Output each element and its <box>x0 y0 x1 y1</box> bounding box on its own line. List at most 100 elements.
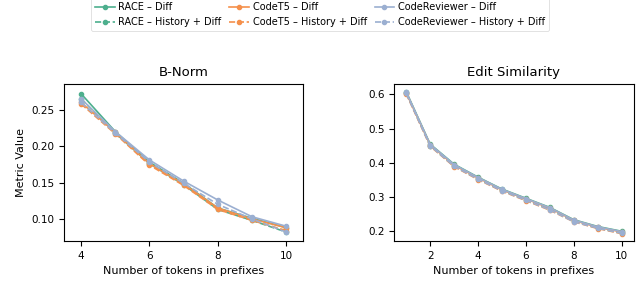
CodeT5 – History + Diff <box>618 232 625 235</box>
RACE – Diff <box>498 187 506 191</box>
CodeReviewer – Diff <box>214 198 221 202</box>
Line: CodeT5 – History + Diff: CodeT5 – History + Diff <box>79 102 288 233</box>
CodeReviewer – History + Diff <box>474 177 482 181</box>
CodeT5 – Diff <box>146 162 154 166</box>
RACE – Diff <box>522 197 530 200</box>
CodeReviewer – Diff <box>546 206 554 209</box>
RACE – Diff <box>451 163 458 166</box>
CodeReviewer – History + Diff <box>77 101 85 104</box>
RACE – History + Diff <box>403 91 410 95</box>
CodeReviewer – History + Diff <box>403 92 410 95</box>
RACE – Diff <box>570 218 578 222</box>
CodeReviewer – History + Diff <box>451 164 458 168</box>
CodeT5 – Diff <box>426 143 434 147</box>
CodeT5 – Diff <box>474 176 482 180</box>
CodeT5 – History + Diff <box>474 178 482 182</box>
CodeReviewer – Diff <box>570 218 578 222</box>
CodeT5 – Diff <box>618 230 625 234</box>
CodeT5 – History + Diff <box>214 208 221 211</box>
RACE – History + Diff <box>498 189 506 192</box>
Line: CodeT5 – Diff: CodeT5 – Diff <box>404 91 624 234</box>
RACE – Diff <box>594 225 602 228</box>
CodeReviewer – History + Diff <box>248 217 256 221</box>
CodeReviewer – History + Diff <box>426 144 434 148</box>
Line: CodeReviewer – Diff: CodeReviewer – Diff <box>79 97 288 228</box>
RACE – History + Diff <box>451 164 458 168</box>
CodeT5 – History + Diff <box>426 144 434 148</box>
X-axis label: Number of tokens in prefixes: Number of tokens in prefixes <box>433 266 595 276</box>
RACE – Diff <box>426 142 434 146</box>
CodeReviewer – History + Diff <box>546 208 554 212</box>
CodeT5 – History + Diff <box>594 227 602 230</box>
RACE – History + Diff <box>474 177 482 181</box>
CodeT5 – Diff <box>180 182 188 186</box>
CodeT5 – History + Diff <box>403 92 410 96</box>
CodeReviewer – Diff <box>282 225 290 228</box>
CodeReviewer – Diff <box>248 215 256 219</box>
CodeReviewer – History + Diff <box>111 131 119 135</box>
CodeT5 – History + Diff <box>570 220 578 224</box>
Line: RACE – Diff: RACE – Diff <box>79 92 288 230</box>
RACE – History + Diff <box>77 97 85 101</box>
RACE – Diff <box>111 130 119 133</box>
RACE – Diff <box>546 206 554 209</box>
CodeReviewer – Diff <box>426 143 434 146</box>
CodeReviewer – Diff <box>180 179 188 183</box>
CodeReviewer – Diff <box>594 225 602 229</box>
RACE – Diff <box>180 182 188 185</box>
RACE – Diff <box>248 216 256 220</box>
Y-axis label: Metric Value: Metric Value <box>15 128 26 197</box>
CodeT5 – History + Diff <box>146 163 154 167</box>
CodeReviewer – Diff <box>77 97 85 101</box>
Line: CodeReviewer – Diff: CodeReviewer – Diff <box>404 90 624 234</box>
CodeReviewer – Diff <box>618 230 625 233</box>
CodeReviewer – History + Diff <box>282 230 290 234</box>
CodeT5 – History + Diff <box>180 184 188 187</box>
CodeT5 – Diff <box>403 91 410 95</box>
RACE – Diff <box>403 90 410 94</box>
CodeReviewer – History + Diff <box>522 198 530 202</box>
RACE – Diff <box>214 206 221 210</box>
CodeT5 – Diff <box>522 197 530 201</box>
CodeReviewer – Diff <box>403 90 410 94</box>
CodeT5 – History + Diff <box>77 102 85 106</box>
Line: CodeReviewer – History + Diff: CodeReviewer – History + Diff <box>404 92 624 235</box>
CodeT5 – History + Diff <box>522 199 530 203</box>
CodeT5 – Diff <box>570 219 578 222</box>
CodeReviewer – Diff <box>111 130 119 133</box>
CodeT5 – Diff <box>594 225 602 229</box>
CodeT5 – History + Diff <box>546 208 554 212</box>
Line: CodeT5 – Diff: CodeT5 – Diff <box>79 101 288 230</box>
X-axis label: Number of tokens in prefixes: Number of tokens in prefixes <box>103 266 264 276</box>
Line: CodeT5 – History + Diff: CodeT5 – History + Diff <box>404 92 624 236</box>
CodeReviewer – History + Diff <box>618 231 625 235</box>
RACE – History + Diff <box>214 208 221 211</box>
RACE – History + Diff <box>594 226 602 230</box>
RACE – History + Diff <box>146 162 154 166</box>
RACE – History + Diff <box>618 231 625 235</box>
RACE – History + Diff <box>546 207 554 211</box>
RACE – History + Diff <box>522 198 530 202</box>
CodeT5 – History + Diff <box>498 189 506 193</box>
CodeT5 – Diff <box>248 217 256 221</box>
Line: RACE – Diff: RACE – Diff <box>404 90 624 233</box>
CodeT5 – Diff <box>282 226 290 229</box>
RACE – History + Diff <box>426 144 434 147</box>
CodeReviewer – History + Diff <box>214 203 221 206</box>
Line: RACE – History + Diff: RACE – History + Diff <box>404 91 624 235</box>
RACE – History + Diff <box>282 230 290 234</box>
CodeT5 – Diff <box>111 131 119 134</box>
CodeT5 – History + Diff <box>451 165 458 169</box>
CodeReviewer – History + Diff <box>180 182 188 185</box>
CodeT5 – History + Diff <box>248 219 256 222</box>
CodeReviewer – Diff <box>498 188 506 191</box>
Title: Edit Similarity: Edit Similarity <box>467 66 561 79</box>
CodeReviewer – History + Diff <box>570 220 578 224</box>
CodeT5 – Diff <box>498 188 506 191</box>
RACE – History + Diff <box>111 131 119 135</box>
CodeReviewer – Diff <box>522 197 530 200</box>
CodeReviewer – Diff <box>451 163 458 166</box>
RACE – Diff <box>282 226 290 229</box>
RACE – History + Diff <box>180 183 188 187</box>
CodeReviewer – Diff <box>474 176 482 179</box>
